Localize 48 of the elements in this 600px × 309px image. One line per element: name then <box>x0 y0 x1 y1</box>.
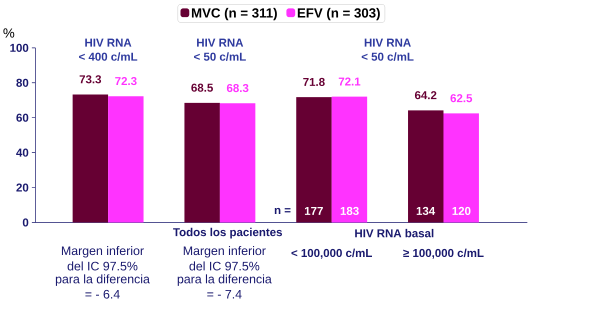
annotation: n = <box>274 208 290 214</box>
text: HIV RNA <box>85 38 132 46</box>
text: HIV RNA <box>197 38 244 46</box>
annotation: 183 <box>340 206 359 215</box>
y-axis-title: % <box>3 28 14 38</box>
data-label: 73.3 <box>80 75 102 84</box>
data-label: 72.3 <box>115 76 137 85</box>
text: HIV RNA <box>364 38 411 46</box>
y-tick-label: 100 <box>10 44 28 52</box>
data-label: 72.1 <box>338 77 360 86</box>
text: del IC 97.5% <box>189 261 260 270</box>
y-tick-label: 40 <box>16 148 28 157</box>
annotation: < 50 c/mL <box>362 52 414 61</box>
text: = - 6.4 <box>85 290 120 298</box>
text: HIV RNA basal <box>355 228 434 238</box>
text: para la diferencia <box>178 274 272 286</box>
data-label: 68.3 <box>226 84 248 92</box>
bar <box>220 103 256 222</box>
x-tick-label: ≥ 100,000 c/mL <box>403 248 484 259</box>
bar <box>72 94 108 222</box>
annotation: 120 <box>452 206 470 215</box>
legend-label: MVC (n = 311) <box>192 8 277 20</box>
text: Margen inferior <box>62 246 144 258</box>
y-tick-label: 60 <box>16 113 28 122</box>
annotation: < 400 c/mL <box>79 52 138 61</box>
bar <box>332 96 368 222</box>
text: Margen inferior <box>184 246 266 258</box>
bar <box>408 110 444 222</box>
data-label: 62.5 <box>450 94 472 102</box>
y-tick-label: 20 <box>16 183 28 192</box>
text: Todos los pacientes <box>173 228 282 238</box>
text: del IC 97.5% <box>68 261 138 270</box>
data-label: 71.8 <box>303 78 325 86</box>
data-label: 64.2 <box>414 90 436 100</box>
annotation: 134 <box>416 206 436 215</box>
annotation: < 50 c/mL <box>194 52 246 61</box>
legend-label: EFV (n = 303) <box>298 8 380 20</box>
bar <box>184 102 220 222</box>
x-tick-label: < 100,000 c/mL <box>291 248 372 259</box>
y-tick-label: 0 <box>22 218 28 226</box>
bar <box>296 96 332 222</box>
bar <box>108 96 144 222</box>
annotation: 177 <box>304 206 323 215</box>
text: para la diferencia <box>56 274 150 286</box>
bar <box>443 113 479 222</box>
y-tick-label: 80 <box>16 78 28 87</box>
text: = - 7.4 <box>207 290 242 298</box>
data-label: 68.5 <box>191 83 213 92</box>
